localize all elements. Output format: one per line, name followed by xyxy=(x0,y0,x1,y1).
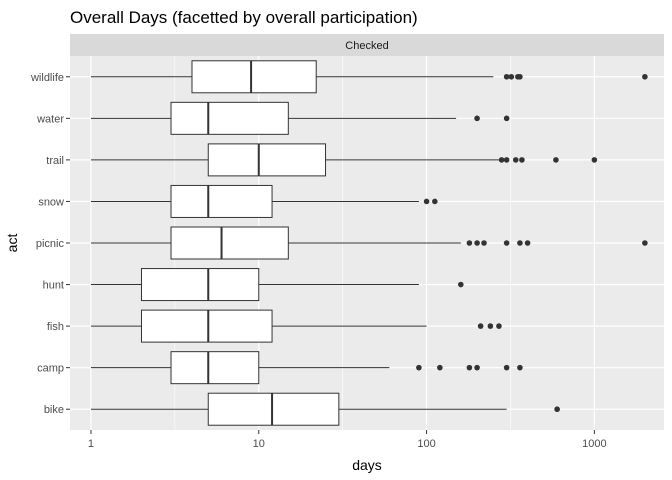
box-iqr xyxy=(207,392,340,426)
outlier-point xyxy=(503,73,510,80)
outlier-point xyxy=(517,73,523,80)
outlier-point xyxy=(503,364,510,371)
outlier-point xyxy=(487,323,494,329)
y-tick-label: picnic xyxy=(36,238,65,250)
outlier-point xyxy=(503,240,510,246)
x-tick-label: 1000 xyxy=(582,438,606,450)
y-tick-label: wildlife xyxy=(30,72,64,84)
x-axis-title: days xyxy=(352,457,382,473)
outlier-point xyxy=(519,157,525,163)
box-iqr xyxy=(191,60,317,94)
chart-title: Overall Days (facetted by overall partic… xyxy=(70,8,418,27)
facet-strip xyxy=(70,34,664,56)
outlier-point xyxy=(474,364,480,371)
outlier-point xyxy=(508,73,515,80)
y-axis-title: act xyxy=(4,234,20,253)
outlier-point xyxy=(474,240,480,246)
outlier-point xyxy=(498,157,505,163)
box-bike xyxy=(90,392,560,426)
y-tick-label: camp xyxy=(37,363,64,375)
outlier-point xyxy=(496,323,502,329)
outlier-point xyxy=(591,157,598,163)
box-iqr xyxy=(170,184,273,218)
axes: wildlife water trail snow picnic hunt fish camp… xyxy=(30,72,607,450)
boxes xyxy=(90,60,648,426)
outlier-point xyxy=(642,73,648,80)
box-picnic xyxy=(90,226,648,260)
box-snow xyxy=(90,184,438,218)
box-iqr xyxy=(170,101,289,135)
box-hunt xyxy=(90,268,464,302)
box-fish xyxy=(90,309,502,343)
outlier-point xyxy=(642,240,648,246)
outlier-point xyxy=(466,364,473,371)
outlier-point xyxy=(466,240,473,246)
x-tick-label: 10 xyxy=(253,438,265,450)
y-tick-label: water xyxy=(36,113,64,125)
outlier-point xyxy=(553,157,559,163)
box-water xyxy=(90,101,510,135)
box-iqr xyxy=(207,143,327,177)
box-iqr xyxy=(140,309,273,343)
box-camp xyxy=(90,351,523,385)
x-tick-label: 100 xyxy=(417,438,435,450)
box-iqr xyxy=(170,351,260,385)
y-tick-label: snow xyxy=(38,196,64,208)
y-tick-label: fish xyxy=(47,321,64,333)
outlier-point xyxy=(503,157,510,163)
box-iqr xyxy=(140,268,260,302)
outlier-point xyxy=(524,240,531,246)
y-tick-label: bike xyxy=(44,404,64,416)
outlier-point xyxy=(458,281,464,288)
outlier-point xyxy=(474,115,480,122)
outlier-point xyxy=(512,157,519,163)
box-iqr xyxy=(170,226,289,260)
outlier-point xyxy=(554,406,560,413)
box-trail xyxy=(90,143,598,177)
outlier-point xyxy=(437,364,443,371)
outlier-point xyxy=(503,115,510,122)
outlier-point xyxy=(517,240,523,246)
x-tick-label: 1 xyxy=(88,438,94,450)
outlier-point xyxy=(416,364,422,371)
outlier-point xyxy=(423,198,430,205)
outlier-point xyxy=(432,198,438,205)
facet-strip-label: Checked xyxy=(345,40,388,52)
outlier-point xyxy=(481,240,487,246)
box-wildlife xyxy=(90,60,648,94)
y-tick-label: trail xyxy=(46,155,64,167)
outlier-point xyxy=(477,323,484,329)
outlier-point xyxy=(517,364,523,371)
y-tick-label: hunt xyxy=(43,280,64,292)
